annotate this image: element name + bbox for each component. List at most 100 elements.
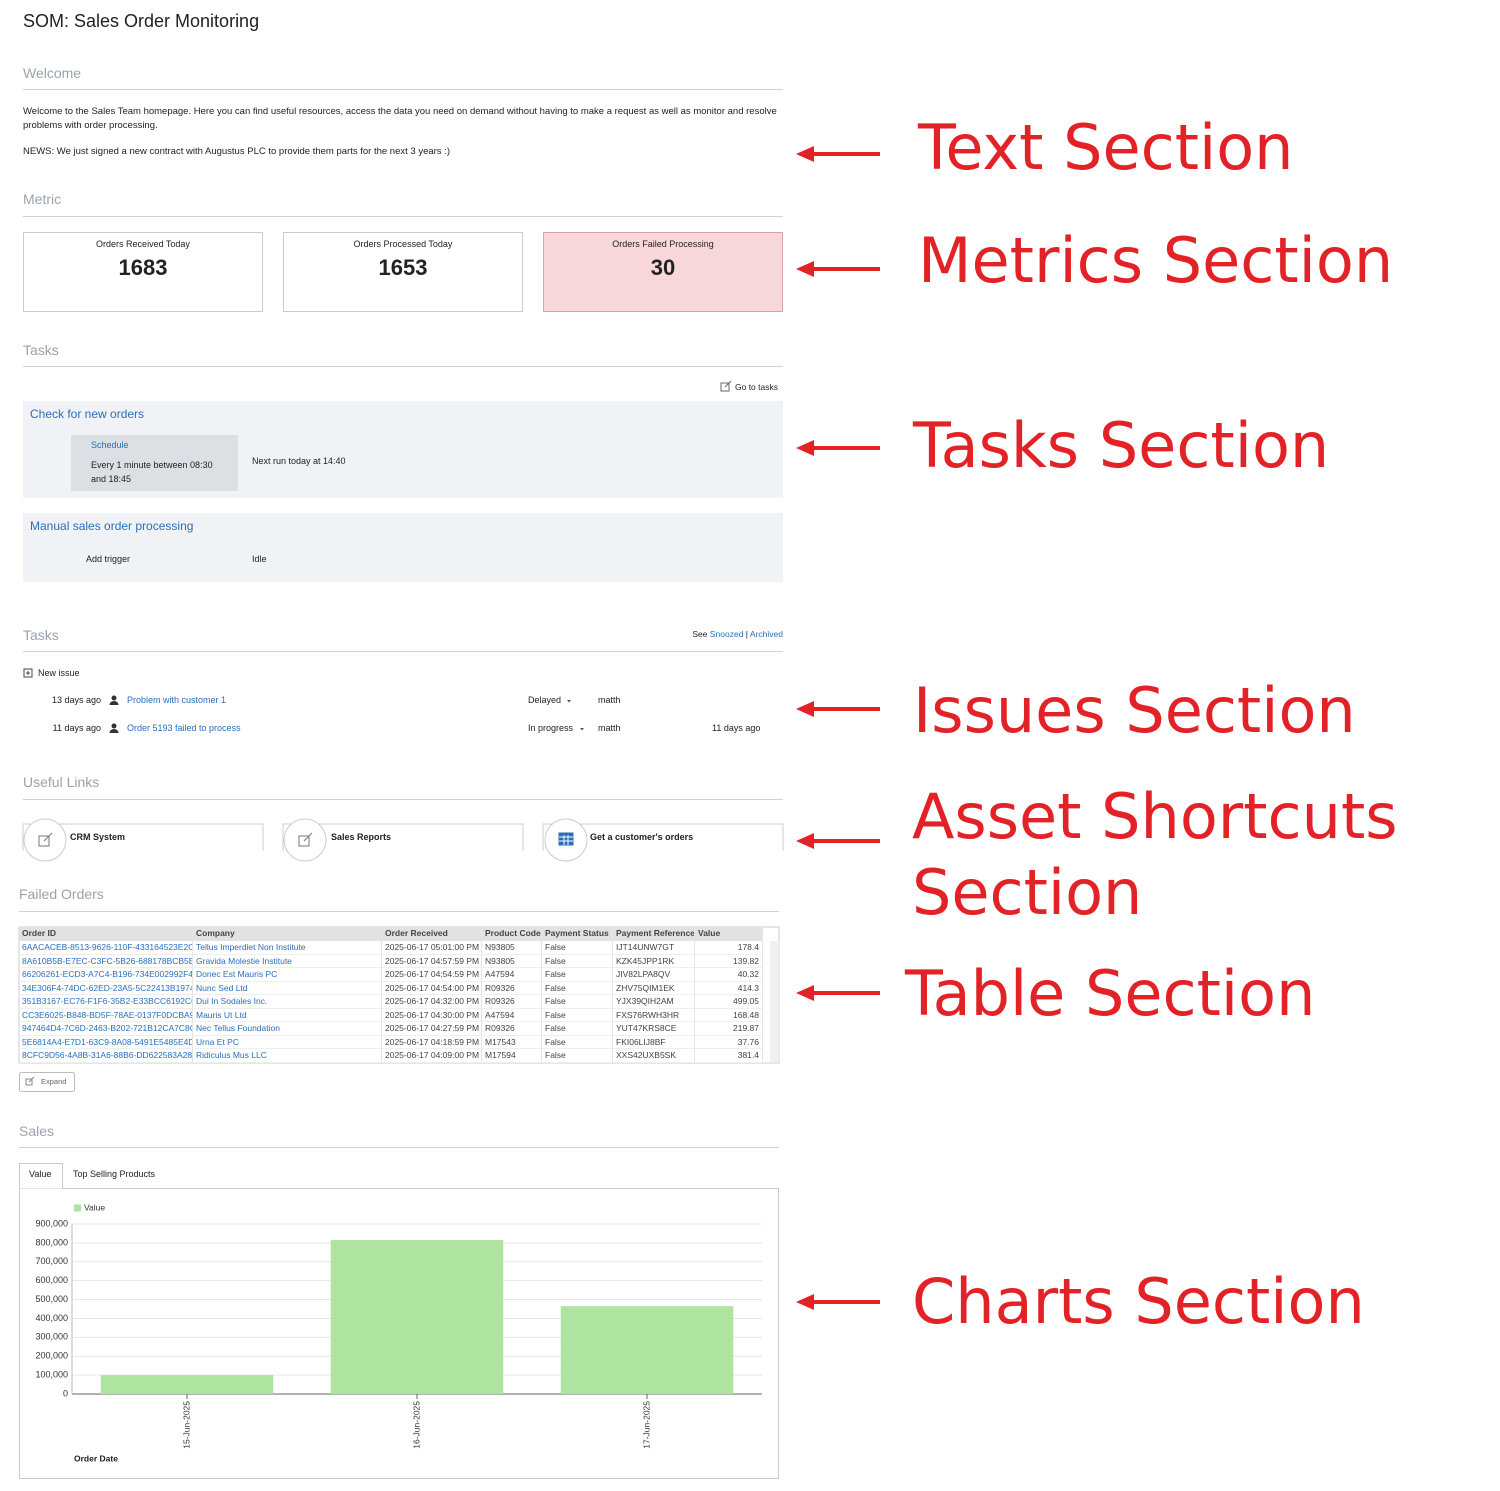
table-cell: 499.05: [695, 995, 763, 1009]
table-cell: ZHV75QIM1EK: [613, 981, 695, 995]
go-to-tasks-link[interactable]: Go to tasks: [735, 382, 778, 392]
new-issue-button[interactable]: New issue: [38, 668, 80, 678]
divider: [19, 911, 779, 912]
table-cell: False: [542, 1022, 613, 1036]
table-cell: 414.3: [695, 981, 763, 995]
table-cell: YJX39QIH2AM: [613, 995, 695, 1009]
table-cell[interactable]: Mauris Ut Ltd: [193, 1008, 382, 1022]
table-cell: 2025-06-17 04:09:00 PM: [382, 1049, 482, 1063]
table-cell: 178.4: [695, 941, 763, 955]
table-cell[interactable]: CC3E6025-B848-BD5F-78AE-0137F0DCBA9F: [19, 1008, 193, 1022]
table-cell: FXS76RWH3HR: [613, 1008, 695, 1022]
bar: [100, 1375, 274, 1394]
annotation: Tasks Section: [913, 409, 1330, 482]
table-cell: IJT14UNW7GT: [613, 941, 695, 955]
divider: [23, 89, 783, 90]
task-name[interactable]: Manual sales order processing: [30, 519, 194, 533]
table-cell[interactable]: Tellus Imperdiet Non Institute: [193, 941, 382, 955]
section-heading: Useful Links: [23, 774, 100, 790]
table-cell: R09326: [482, 981, 542, 995]
active-tab[interactable]: [19, 1163, 63, 1189]
table-cell[interactable]: 5E6814A4-E7D1-63C9-8A08-5491E5485E4D: [19, 1035, 193, 1049]
y-tick-label: 200,000: [35, 1351, 68, 1361]
table-cell: N93805: [482, 954, 542, 968]
link-card[interactable]: [542, 823, 784, 851]
table-cell[interactable]: Gravida Molestie Institute: [193, 954, 382, 968]
table-cell: False: [542, 995, 613, 1009]
section-heading: Metric: [23, 191, 62, 207]
arrow-head: [796, 440, 814, 456]
issue-due: 11 days ago: [712, 723, 761, 733]
column-header[interactable]: Order Received: [382, 927, 482, 941]
expand-icon: [25, 1076, 35, 1086]
column-header[interactable]: Company: [193, 927, 382, 941]
y-tick-label: 100,000: [35, 1369, 68, 1379]
table-cell: KZK45JPP1RK: [613, 954, 695, 968]
table-cell[interactable]: Donec Est Mauris PC: [193, 968, 382, 982]
table-cell: 2025-06-17 04:27:59 PM: [382, 1022, 482, 1036]
table-cell: 40.32: [695, 968, 763, 982]
y-tick-label: 600,000: [35, 1275, 68, 1285]
legend-swatch: [74, 1204, 81, 1212]
task-card: [23, 513, 783, 582]
issue-status[interactable]: In progress: [528, 723, 574, 733]
link-label[interactable]: Get a customer's orders: [590, 832, 694, 842]
annotation: Asset Shortcuts Section: [912, 780, 1398, 929]
table-cell[interactable]: 947464D4-7C6D-2463-B202-721B12CA7C8C: [19, 1022, 193, 1036]
link-label[interactable]: CRM System: [70, 832, 126, 842]
table-cell: JIV82LPA8QV: [613, 968, 695, 982]
add-trigger[interactable]: Add trigger: [86, 554, 131, 564]
table-cell: 2025-06-17 04:30:00 PM: [382, 1008, 482, 1022]
table-cell: 2025-06-17 04:32:00 PM: [382, 995, 482, 1009]
issue-status[interactable]: Delayed: [528, 695, 562, 705]
table-cell: M17594: [482, 1049, 542, 1063]
task-name[interactable]: Check for new orders: [30, 407, 145, 421]
column-header[interactable]: Payment Status: [542, 927, 613, 941]
section-heading: Failed Orders: [19, 886, 104, 902]
table-cell: False: [542, 968, 613, 982]
arrow-head: [796, 146, 814, 162]
see-label: See: [692, 629, 708, 639]
table-cell[interactable]: 351B3167-EC76-F1F6-35B2-E33BCC6192CC: [19, 995, 193, 1009]
expand-label[interactable]: Expand: [41, 1077, 67, 1086]
table-cell[interactable]: 34E306F4-74DC-62ED-23A5-5C22413B1974: [19, 981, 193, 995]
tab[interactable]: Value: [29, 1169, 52, 1179]
link-card[interactable]: [282, 823, 524, 851]
dropdown-icon[interactable]: [580, 728, 584, 731]
link-card[interactable]: [22, 823, 264, 851]
table-cell: XXS42UXB5SK: [613, 1049, 695, 1063]
bar: [560, 1306, 734, 1394]
table-cell[interactable]: 8A610B5B-E7EC-C3FC-5B26-688178BCB5E6: [19, 954, 193, 968]
annotation: Table Section: [905, 957, 1316, 1030]
issue-title[interactable]: Order 5193 failed to process: [127, 723, 241, 733]
news-text: NEWS: We just signed a new contract with…: [23, 146, 450, 157]
scrollbar[interactable]: [770, 941, 779, 1062]
column-header[interactable]: Order ID: [19, 927, 193, 941]
table-cell[interactable]: Dui In Sodales Inc.: [193, 995, 382, 1009]
table-cell[interactable]: Nec Tellus Foundation: [193, 1022, 382, 1036]
tab[interactable]: Top Selling Products: [73, 1169, 156, 1179]
task-status: Next run today at 14:40: [252, 456, 346, 466]
dropdown-icon[interactable]: [567, 700, 571, 703]
table-cell[interactable]: 8CFC9D56-4A8B-31A6-88B6-DD622583A281: [19, 1049, 193, 1063]
x-tick-label: 15-Jun-2025: [181, 1401, 191, 1449]
table-cell[interactable]: 6AACACEB-8513-9626-110F-433164523E2C: [19, 941, 193, 955]
column-header[interactable]: Value: [695, 927, 763, 941]
issue-title[interactable]: Problem with customer 1: [127, 695, 227, 705]
column-header[interactable]: Product Code: [482, 927, 542, 941]
table-cell[interactable]: Nunc Sed Ltd: [193, 981, 382, 995]
table-cell: YUT47KRS8CE: [613, 1022, 695, 1036]
link-cards: [22, 818, 784, 862]
table-cell[interactable]: 66206261-ECD3-A7C4-B196-734E002992F4: [19, 968, 193, 982]
archived-link[interactable]: Archived: [749, 629, 783, 639]
external-icon: [720, 380, 732, 392]
table-cell[interactable]: Urna Et PC: [193, 1035, 382, 1049]
table-cell[interactable]: Ridiculus Mus LLC: [193, 1049, 382, 1063]
link-label[interactable]: Sales Reports: [331, 832, 392, 842]
person-icon: [109, 695, 119, 705]
column-header[interactable]: Payment Reference: [613, 927, 695, 941]
snoozed-link[interactable]: Snoozed: [709, 629, 744, 639]
